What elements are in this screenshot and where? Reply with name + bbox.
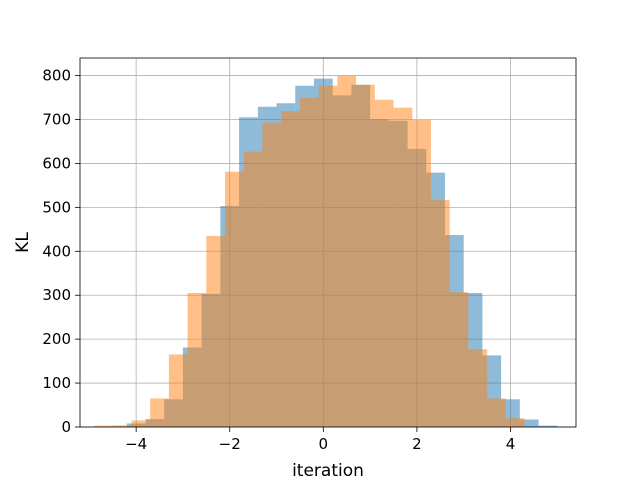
y-tick-label: 100: [42, 374, 71, 392]
histogram-bar: [356, 84, 375, 428]
y-tick-label: 800: [42, 67, 71, 85]
x-axis-label: iteration: [292, 461, 364, 480]
x-tick-label: 4: [506, 435, 516, 453]
histogram-bar: [150, 398, 169, 427]
histogram-bar: [468, 349, 488, 427]
histogram-bar: [505, 418, 525, 427]
series-1-bars: [94, 76, 525, 428]
histogram-bar: [318, 85, 338, 428]
histogram-bar: [262, 122, 282, 427]
y-tick-label: 400: [42, 242, 71, 260]
histogram-bar: [449, 292, 469, 427]
y-tick-label: 700: [42, 111, 71, 129]
x-tick-label: 0: [319, 435, 329, 453]
histogram-bar: [281, 111, 300, 428]
x-tick-label: −4: [125, 435, 147, 453]
histogram-bar: [412, 119, 431, 427]
histogram-bar: [187, 293, 207, 427]
x-tick-label: −2: [219, 435, 241, 453]
histogram-bar: [519, 419, 539, 427]
y-tick-label: 600: [42, 154, 71, 172]
histogram-bar: [337, 76, 357, 427]
axes-frame: [79, 57, 577, 428]
histogram-bar: [131, 420, 151, 427]
histogram-bar: [243, 151, 263, 427]
histogram-bar: [168, 354, 188, 427]
histogram-bar: [393, 107, 413, 427]
axes-layer: −4 −2 0 2 4 0 100 200 300 400 500 600 700 800: [42, 57, 577, 453]
histogram-bar: [206, 235, 226, 427]
x-tick-label: 2: [412, 435, 422, 453]
y-tick-label: 300: [42, 286, 71, 304]
histogram-bar: [112, 425, 132, 427]
histogram-bar: [430, 199, 450, 427]
histogram-bar: [487, 398, 506, 427]
histogram-bar: [299, 97, 319, 427]
y-axis-label: KL: [13, 232, 33, 253]
bars-layer: [94, 76, 558, 428]
histogram-bar: [538, 425, 558, 427]
histogram-bar: [225, 171, 244, 427]
histogram-bar: [374, 99, 394, 427]
y-tick-label: 200: [42, 330, 71, 348]
y-tick-label: 0: [61, 418, 71, 436]
histogram-bar: [94, 425, 113, 427]
y-tick-label: 500: [42, 198, 71, 216]
